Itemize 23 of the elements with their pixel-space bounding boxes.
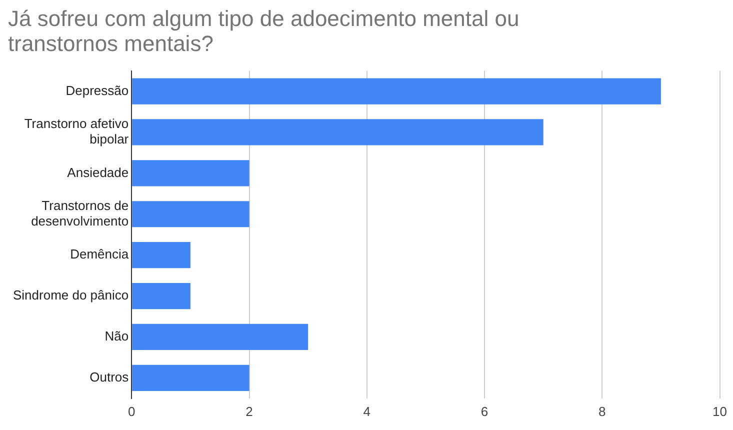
y-tick-label: Transtorno afetivo bipolar <box>24 116 130 147</box>
y-tick-label: Demência <box>70 246 130 262</box>
x-tick-label: 8 <box>598 404 606 419</box>
bar <box>132 160 250 186</box>
chart-title: Já sofreu com algum tipo de adoecimento mental ou transtornos mentais? <box>8 6 520 56</box>
y-tick-label: Transtornos de desenvolvimento <box>31 198 129 229</box>
bar <box>132 78 661 104</box>
x-tick-label: 0 <box>128 404 136 419</box>
bar <box>132 324 308 350</box>
bar <box>132 282 190 310</box>
x-tick-label: 10 <box>712 404 728 419</box>
y-tick-label: Não <box>104 328 129 344</box>
y-tick-label: Ansiedade <box>67 164 129 180</box>
x-tick-label: 4 <box>363 404 371 419</box>
x-tick-label: 2 <box>246 404 253 419</box>
y-tick-label: Depressão <box>66 82 129 98</box>
bar <box>132 201 250 228</box>
y-tick-label: Sindrome do pânico <box>12 288 129 303</box>
y-tick-label: Outros <box>90 370 130 385</box>
bar <box>132 364 250 391</box>
bar <box>132 119 544 146</box>
bar <box>132 242 190 268</box>
x-tick-label: 6 <box>480 404 488 419</box>
